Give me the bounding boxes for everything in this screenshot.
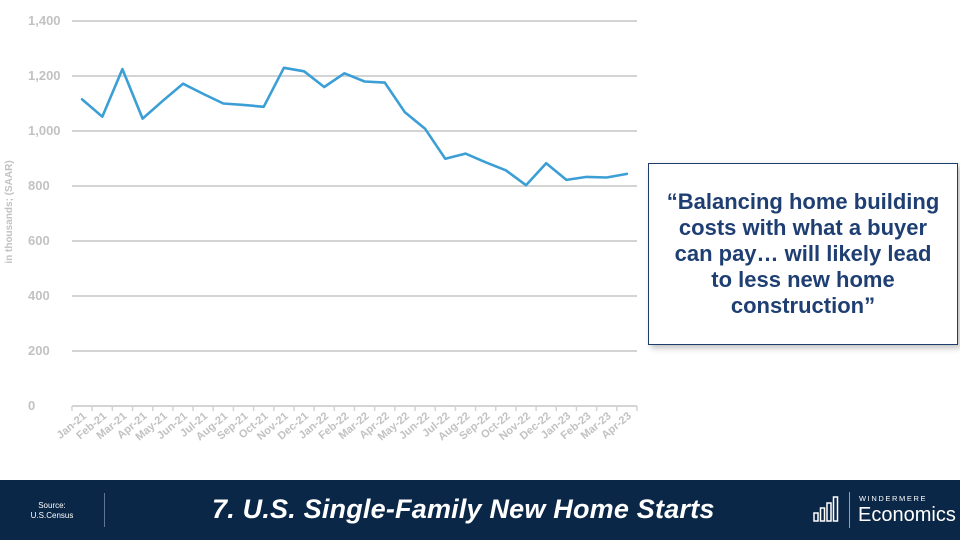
footer-divider	[104, 493, 105, 527]
y-tick-label: 200	[28, 343, 50, 358]
y-axis: 0 200 400 600 800 1,000 1,200 1,400	[28, 13, 637, 413]
quote-box: “Balancing home building costs with what…	[648, 163, 958, 345]
logo-divider	[849, 492, 850, 528]
bar-chart-logo-icon	[813, 496, 839, 522]
quote-text: “Balancing home building costs with what…	[666, 189, 940, 318]
series-layer	[80, 66, 629, 187]
logo-windermere: WINDERMERE	[859, 494, 928, 503]
y-tick-label: 600	[28, 233, 50, 248]
slide-title: 7. U.S. Single-Family New Home Starts	[212, 494, 715, 524]
x-axis: Jan-21Feb-21Mar-21Apr-21May-21Jun-21Jul-…	[55, 405, 638, 443]
footer-bar: Source: U.S.Census 7. U.S. Single-Family…	[0, 480, 960, 540]
source-note: Source: U.S.Census	[30, 501, 74, 521]
y-tick-label: 1,200	[28, 68, 61, 83]
y-axis-title: in thousands; (SAAR)	[4, 160, 15, 263]
y-tick-label: 1,400	[28, 13, 61, 28]
source-value: U.S.Census	[30, 511, 74, 520]
logo-economics: Economics	[858, 504, 956, 526]
y-tick-label: 1,000	[28, 123, 61, 138]
y-tick-label: 400	[28, 288, 50, 303]
y-tick-label: 0	[28, 398, 35, 413]
series-line	[80, 66, 629, 187]
line-chart: 0 200 400 600 800 1,000 1,200 1,400 Jan-21Feb-2…	[4, 13, 638, 443]
y-tick-label: 800	[28, 178, 50, 193]
source-label: Source:	[38, 501, 66, 510]
